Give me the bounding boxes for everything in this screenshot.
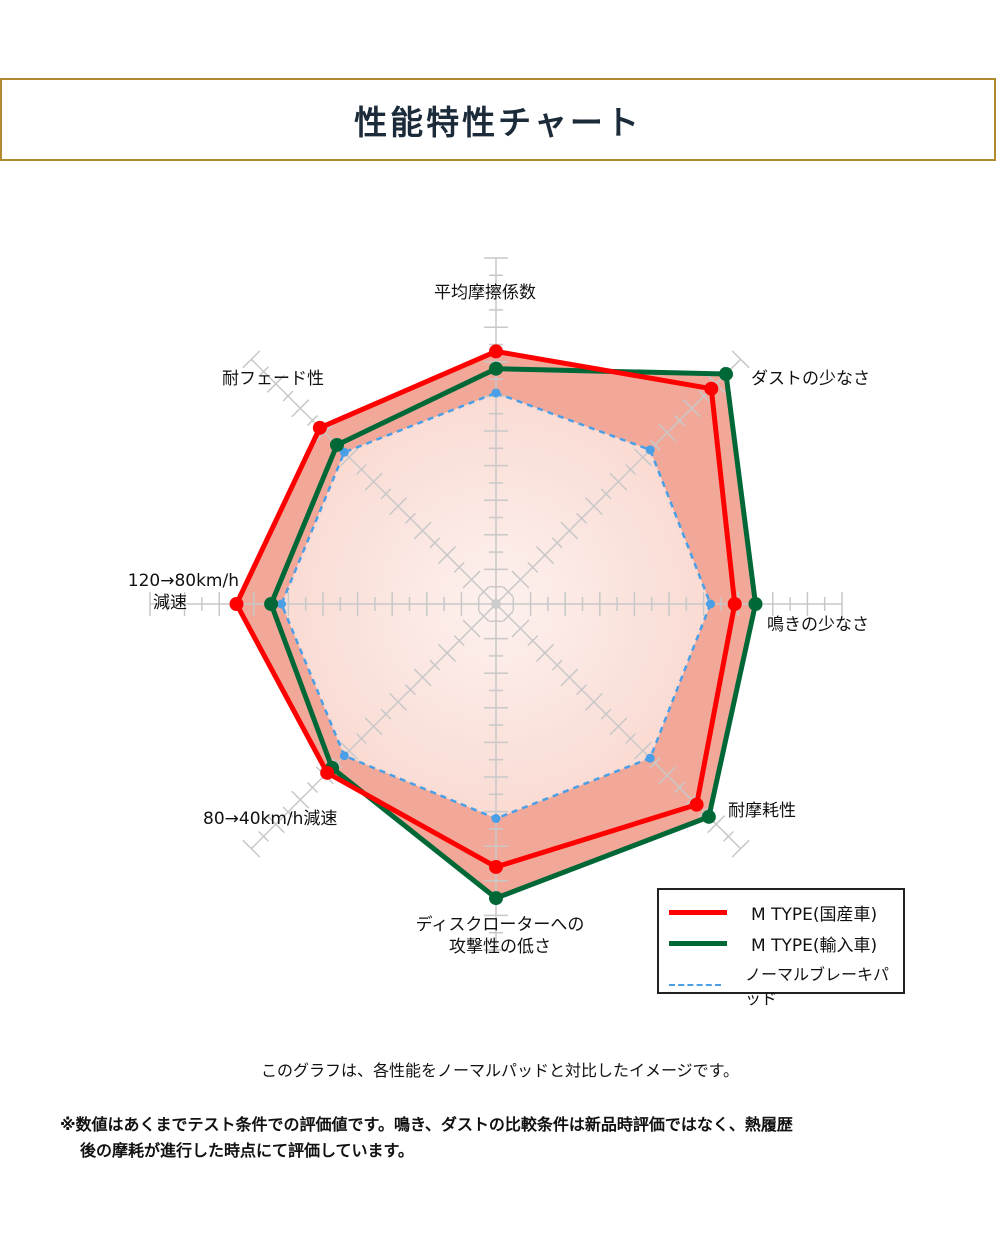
disclaimer-line2: 後の摩耗が進行した時点にて評価しています。: [80, 1141, 414, 1160]
series-lines: [229, 344, 763, 906]
disclaimer: ※数値はあくまでテスト条件での評価値です。鳴き、ダストの比較条件は新品時評価では…: [60, 1112, 960, 1164]
axis-label-dust: ダストの少なさ: [751, 369, 870, 389]
legend-label: ノーマルブレーキパッド: [745, 965, 890, 1008]
legend-swatch-green: [669, 941, 727, 946]
axis-label-rotor-attack-line2: 攻撃性の低さ: [449, 937, 551, 957]
legend-swatch-red: [669, 910, 727, 915]
legend-label: M TYPE(国産車): [751, 905, 878, 925]
disclaimer-line1: ※数値はあくまでテスト条件での評価値です。鳴き、ダストの比較条件は新品時評価では…: [60, 1115, 793, 1134]
legend-label: M TYPE(輸入車): [751, 936, 878, 956]
axis-label-noise: 鳴きの少なさ: [767, 615, 869, 635]
legend-swatch-blue-dashed: [669, 984, 722, 986]
axis-label-rotor-attack: ディスクローターへの 攻撃性の低さ: [405, 914, 595, 958]
page-title: 性能特性チャート: [354, 102, 642, 142]
legend-item-normal: ノーマルブレーキパッド: [669, 961, 903, 1009]
axis-label-fade: 耐フェード性: [222, 369, 324, 389]
axis-label-decel-80-40: 80→40km/h減速: [203, 809, 338, 829]
title-banner: 性能特性チャート: [0, 78, 996, 161]
chart-note: このグラフは、各性能をノーマルパッドと対比したイメージです。: [260, 1061, 740, 1080]
axis-label-friction: 平均摩擦係数: [434, 283, 536, 303]
axis-label-decel-120-80-line2: 減速: [153, 593, 187, 613]
series-0: [229, 344, 742, 874]
legend-item-import: M TYPE(輸入車): [669, 931, 877, 956]
axis-label-rotor-attack-line1: ディスクローターへの: [415, 915, 585, 935]
axis-label-wear: 耐摩耗性: [728, 801, 796, 821]
chart-legend: M TYPE(国産車) M TYPE(輸入車) ノーマルブレーキパッド: [657, 888, 905, 1008]
axis-label-decel-120-80: 120→80km/h 減速: [92, 570, 239, 614]
series-2: [276, 388, 716, 824]
axis-label-decel-120-80-line1: 120→80km/h: [127, 571, 239, 591]
series-1: [264, 361, 763, 906]
legend-item-domestic: M TYPE(国産車): [669, 900, 877, 925]
